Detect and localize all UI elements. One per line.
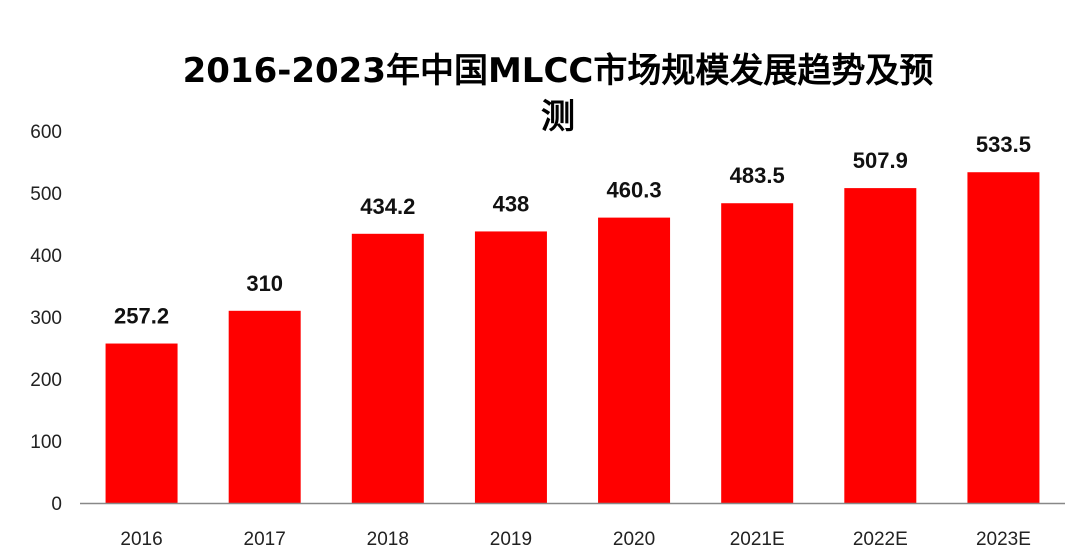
y-tick-label: 100 (30, 432, 62, 453)
x-tick-label: 2019 (490, 529, 532, 550)
bar-2021E (721, 203, 794, 504)
data-label: 257.2 (114, 304, 169, 329)
bars (105, 172, 1040, 504)
x-tick-label: 2018 (367, 529, 409, 550)
x-tick-label: 2023E (976, 529, 1031, 550)
chart-title-line-2: 测 (541, 97, 575, 137)
y-tick-label: 400 (30, 246, 62, 267)
data-label: 507.9 (853, 148, 908, 173)
x-tick-label: 2017 (244, 529, 286, 550)
data-label: 310 (246, 271, 283, 296)
y-tick-label: 600 (30, 122, 62, 143)
data-label: 438 (493, 191, 530, 216)
y-tick-label: 0 (51, 494, 62, 515)
data-label: 460.3 (607, 178, 662, 203)
x-axis-ticks: 2016 2017 2018 2019 2020 2021E 2022E 2023E (120, 529, 1030, 550)
data-label: 434.2 (360, 194, 415, 219)
data-label: 533.5 (976, 132, 1031, 157)
y-tick-label: 300 (30, 308, 62, 329)
y-tick-label: 200 (30, 370, 62, 391)
y-axis-ticks: 0 100 200 300 400 500 600 (30, 122, 62, 515)
x-tick-label: 2020 (613, 529, 655, 550)
bar-2017 (228, 310, 301, 503)
data-label: 483.5 (730, 163, 785, 188)
x-tick-label: 2016 (120, 529, 162, 550)
bar-2020 (598, 217, 671, 503)
bar-2019 (474, 231, 547, 503)
data-labels: 257.2 310 434.2 438 460.3 483.5 507.9 533.5 (114, 132, 1031, 328)
bar-2016 (105, 343, 178, 503)
y-tick-label: 500 (30, 184, 62, 205)
bar-2022E (844, 188, 917, 504)
x-tick-label: 2021E (730, 529, 785, 550)
bar-2023E (967, 172, 1040, 504)
chart-title-line-1: 2016-2023年中国MLCC市场规模发展趋势及预 (183, 51, 934, 91)
x-tick-label: 2022E (853, 529, 908, 550)
bar-2018 (351, 233, 424, 503)
